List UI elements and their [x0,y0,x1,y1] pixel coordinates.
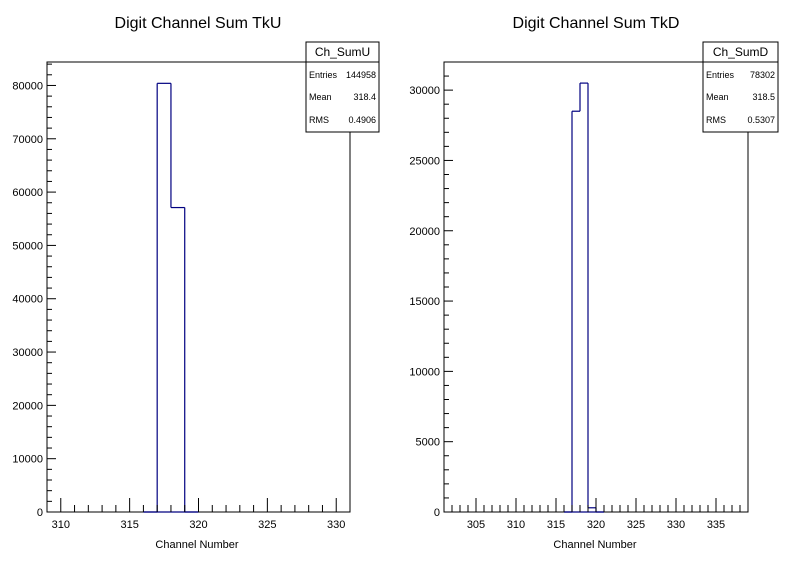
y-tick-label: 60000 [12,187,43,199]
y-tick-label: 80000 [12,80,43,92]
y-tick-label: 40000 [12,294,43,306]
stats-label-rms: RMS [706,115,726,125]
stats-value-rms: 0.4906 [348,115,376,125]
x-tick-label: 330 [327,519,345,531]
y-tick-label: 15000 [409,296,440,308]
y-tick-label: 0 [37,507,43,519]
x-tick-label: 320 [587,519,605,531]
y-tick-label: 20000 [12,400,43,412]
y-tick-label: 50000 [12,240,43,252]
x-tick-label: 310 [507,519,525,531]
stats-value-entries: 78302 [750,70,775,80]
y-tick-label: 10000 [12,454,43,466]
x-tick-label: 335 [707,519,725,531]
stats-value-rms: 0.5307 [747,115,775,125]
histogram-panel-tku: Digit Channel Sum TkU 310 315 320 325 330 0 10… [12,15,380,551]
stats-label-entries: Entries [309,70,338,80]
stats-label-entries: Entries [706,70,735,80]
x-tick-label: 310 [52,519,70,531]
x-tick-label: 315 [120,519,138,531]
y-tick-label: 5000 [416,437,440,449]
stats-box-frame [702,41,779,133]
x-tick-label: 320 [189,519,207,531]
y-tick-label: 0 [434,507,440,519]
stats-box: Ch_SumD Entries 78302 Mean 318.5 RMS 0.5… [702,41,779,133]
stats-label-rms: RMS [309,115,329,125]
stats-box: Ch_SumU Entries 144958 Mean 318.4 RMS 0.… [305,41,380,133]
y-tick-label: 30000 [409,85,440,97]
x-tick-label: 330 [667,519,685,531]
x-tick-label: 305 [467,519,485,531]
y-tick-label: 70000 [12,134,43,146]
x-axis-title: Channel Number [553,539,636,551]
x-axis-title: Channel Number [155,539,238,551]
chart-title: Digit Channel Sum TkD [513,15,680,32]
histogram-panel-tkd: Digit Channel Sum TkD 305 310 315 320 325 330… [409,15,779,551]
stats-value-mean: 318.4 [353,92,376,102]
x-tick-label: 315 [547,519,565,531]
y-tick-label: 10000 [409,366,440,378]
y-tick-label: 20000 [409,226,440,238]
stats-box-frame [305,41,380,133]
stats-label-mean: Mean [309,92,332,102]
chart-title: Digit Channel Sum TkU [115,15,282,32]
plot-area: 310 315 320 325 330 0 10000 20000 30000 40000 5000… [12,61,351,531]
stats-value-mean: 318.5 [752,92,775,102]
stats-value-entries: 144958 [346,70,376,80]
stats-label-mean: Mean [706,92,729,102]
x-tick-label: 325 [627,519,645,531]
x-tick-label: 325 [258,519,276,531]
y-tick-label: 30000 [12,347,43,359]
plot-area: 305 310 315 320 325 330 335 0 5000 10000 15000 2000… [409,61,749,531]
stats-box-name: Ch_SumU [315,45,370,59]
y-tick-label: 25000 [409,155,440,167]
stats-box-name: Ch_SumD [713,45,769,59]
